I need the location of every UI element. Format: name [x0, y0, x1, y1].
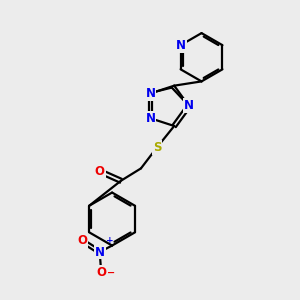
Text: N: N	[146, 112, 155, 125]
Text: N: N	[184, 99, 194, 112]
Text: −: −	[107, 268, 115, 278]
Text: N: N	[176, 39, 186, 52]
Text: O: O	[96, 266, 106, 279]
Text: N: N	[146, 87, 155, 100]
Text: +: +	[106, 236, 114, 245]
Text: O: O	[95, 165, 105, 178]
Text: O: O	[77, 234, 87, 247]
Text: S: S	[153, 141, 161, 154]
Text: N: N	[95, 245, 105, 259]
